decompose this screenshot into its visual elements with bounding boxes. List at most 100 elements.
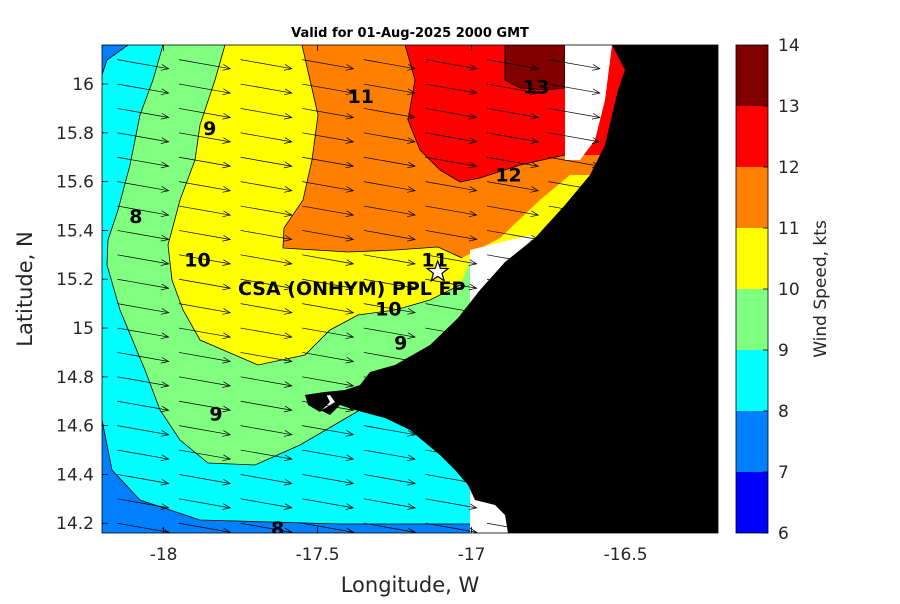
wind-vector	[240, 327, 292, 338]
contour-line-11	[282, 45, 463, 259]
wind-vector-head	[160, 259, 170, 266]
wind-vector	[117, 376, 169, 387]
wind-vector	[363, 156, 416, 167]
wind-vector	[486, 83, 539, 94]
colorbar-tick-label: 14	[778, 36, 800, 56]
wind-vector-head	[222, 88, 232, 96]
wind-vector-head	[468, 234, 478, 242]
site-label: CSA (ONHYM) PPL EP	[238, 278, 465, 300]
colorbar-tick-label: 9	[778, 341, 789, 361]
colorbar-tick-label: 11	[778, 219, 800, 239]
wind-vector	[178, 522, 231, 533]
wind-vector-head	[160, 137, 170, 144]
wind-vector	[548, 474, 600, 484]
wind-vector-head	[468, 332, 478, 340]
wind-vector	[302, 83, 354, 94]
wind-vector-head	[283, 234, 293, 242]
wind-vector-head	[407, 454, 416, 462]
band-13-14	[505, 45, 565, 90]
wind-vector	[302, 181, 354, 192]
contour-label: 10	[184, 250, 210, 272]
wind-vector-head	[222, 308, 232, 315]
colorbar-swatch	[736, 228, 768, 289]
wind-vector	[548, 278, 600, 289]
wind-vector-head	[468, 161, 478, 169]
wind-vector	[425, 205, 477, 216]
wind-vector-head	[591, 137, 601, 144]
wind-vector	[425, 156, 477, 167]
wind-vector-head	[283, 308, 293, 315]
wind-vector	[363, 205, 416, 216]
wind-vector	[363, 278, 416, 289]
wind-vector-head	[407, 112, 416, 120]
wind-vector-head	[160, 454, 170, 462]
contour-label: 11	[347, 86, 373, 108]
wind-vector	[486, 205, 539, 216]
wind-vector	[302, 59, 354, 70]
wind-vector	[425, 132, 477, 143]
wind-vector-head	[345, 503, 355, 510]
wind-vector-head	[283, 259, 293, 266]
wind-vector-head	[530, 259, 540, 266]
wind-vector-head	[283, 405, 293, 413]
wind-vector-head	[591, 283, 601, 291]
y-tick-label: 15.8	[56, 124, 94, 144]
wind-vector-head	[160, 405, 170, 413]
wind-vector	[302, 205, 354, 216]
wind-vector-head	[407, 332, 416, 340]
wind-vector-head	[468, 381, 478, 388]
y-tick-label: 15.6	[56, 173, 94, 193]
wind-vector	[117, 230, 169, 240]
wind-vector-head	[222, 259, 232, 266]
wind-vector	[425, 352, 477, 362]
wind-vector-head	[407, 64, 416, 71]
wind-vector-head	[407, 283, 416, 291]
wind-vector-head	[530, 356, 540, 364]
wind-vector-head	[345, 381, 355, 388]
site-marker: CSA (ONHYM) PPL EP	[238, 259, 465, 300]
wind-vector	[425, 278, 477, 289]
wind-vector	[363, 425, 416, 436]
contour-label: 9	[203, 118, 216, 140]
colorbar-tick-label: 12	[778, 158, 800, 178]
wind-vector-head	[591, 430, 601, 437]
wind-vector	[240, 449, 292, 460]
y-tick-label: 14.2	[56, 514, 94, 534]
wind-vector	[363, 230, 416, 240]
wind-vector	[548, 230, 600, 240]
wind-vector	[117, 498, 169, 509]
wind-vector	[302, 376, 354, 387]
y-tick-label: 14.6	[56, 417, 94, 437]
wind-vector	[178, 278, 231, 289]
wind-vector	[425, 108, 477, 118]
wind-vector-head	[530, 88, 540, 96]
y-tick-label: 16	[72, 75, 94, 95]
wind-vector	[486, 376, 539, 387]
wind-vector-head	[468, 503, 478, 510]
wind-vector-head	[160, 478, 170, 486]
wind-vector	[117, 59, 169, 70]
contour-label: 13	[523, 76, 549, 98]
contour-label: 8	[271, 518, 284, 540]
wind-vector	[240, 376, 292, 387]
wind-vector-head	[591, 381, 601, 388]
wind-vector	[240, 352, 292, 362]
site-star-icon	[425, 259, 450, 283]
wind-vector	[178, 376, 231, 387]
colorbar-swatch	[736, 45, 768, 106]
wind-vector	[117, 352, 169, 362]
x-axis-label: Longitude, W	[341, 573, 480, 597]
wind-vector	[486, 522, 539, 533]
wind-vector-head	[468, 64, 478, 71]
colorbar-swatch	[736, 167, 768, 228]
wind-vectors	[117, 59, 601, 533]
wind-vector	[486, 449, 539, 460]
wind-vector	[117, 132, 169, 143]
wind-vector-head	[160, 234, 170, 242]
wind-vector-head	[222, 234, 232, 242]
wind-vector-head	[345, 186, 355, 193]
wind-vector-head	[591, 478, 601, 486]
wind-vector-head	[345, 210, 355, 218]
wind-vector	[486, 400, 539, 411]
wind-vector	[302, 400, 354, 411]
